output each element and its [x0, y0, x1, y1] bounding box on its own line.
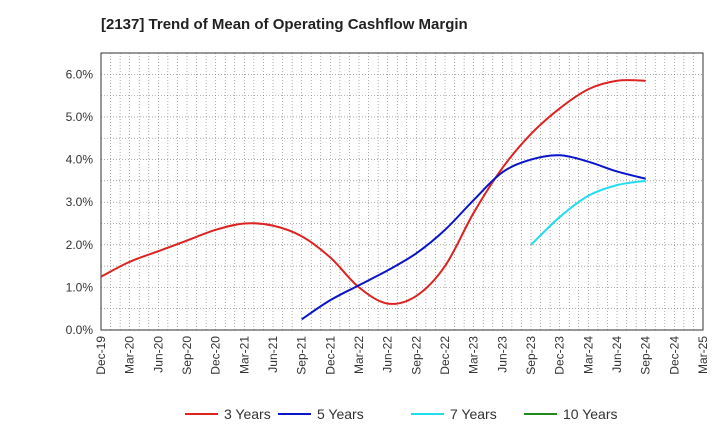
y-tick-label: 4.0% — [66, 153, 94, 167]
x-axis-ticks: Dec-19 Mar-20 Jun-20 Sep-20 Dec-20 Mar-21 Jun-… — [94, 336, 710, 375]
x-tick-label: Dec-22 — [438, 336, 452, 375]
x-tick-label: Jun-20 — [151, 336, 165, 373]
x-tick-label: Sep-21 — [295, 336, 309, 375]
series-line-5-years — [301, 154, 646, 321]
y-tick-label: 2.0% — [66, 238, 94, 252]
y-axis-ticks: 0.0% 1.0% 2.0% 3.0% 4.0% 5.0% 6.0% — [66, 67, 94, 337]
x-tick-label: Dec-23 — [553, 336, 567, 375]
series-line-3-years — [100, 79, 646, 305]
x-tick-label: Mar-20 — [123, 336, 137, 374]
y-tick-label: 6.0% — [66, 67, 94, 81]
x-tick-label: Jun-21 — [266, 336, 280, 373]
chart-title: [2137] Trend of Mean of Operating Cashfl… — [101, 16, 468, 33]
x-tick-label: Mar-23 — [467, 336, 481, 374]
x-tick-label: Mar-22 — [352, 336, 366, 374]
plot-frame — [100, 52, 704, 331]
series-lines — [100, 79, 646, 321]
y-tick-label: 5.0% — [66, 110, 94, 124]
legend-label-10-years: 10 Years — [563, 406, 618, 422]
x-tick-label: Mar-21 — [237, 336, 251, 374]
grid-lines — [101, 53, 703, 330]
legend-label-5-years: 5 Years — [317, 406, 364, 422]
x-tick-label: Jun-23 — [495, 336, 509, 373]
x-tick-label: Dec-19 — [94, 336, 108, 375]
x-tick-label: Dec-24 — [667, 336, 681, 375]
x-tick-label: Jun-24 — [610, 336, 624, 373]
x-tick-label: Dec-20 — [209, 336, 223, 375]
x-tick-label: Dec-21 — [323, 336, 337, 375]
legend-label-3-years: 3 Years — [224, 406, 271, 422]
y-tick-label: 0.0% — [66, 323, 94, 337]
y-tick-label: 1.0% — [66, 280, 94, 294]
legend: 3 Years 5 Years 7 Years 10 Years — [185, 406, 618, 422]
x-tick-label: Sep-20 — [180, 336, 194, 375]
x-tick-label: Jun-22 — [381, 336, 395, 373]
x-tick-label: Sep-23 — [524, 336, 538, 375]
x-tick-label: Sep-24 — [639, 336, 653, 375]
x-tick-label: Sep-22 — [409, 336, 423, 375]
legend-label-7-years: 7 Years — [450, 406, 497, 422]
series-line-7-years — [530, 179, 646, 246]
x-tick-label: Mar-24 — [581, 336, 595, 374]
y-tick-label: 3.0% — [66, 195, 94, 209]
x-tick-label: Mar-25 — [696, 336, 710, 374]
